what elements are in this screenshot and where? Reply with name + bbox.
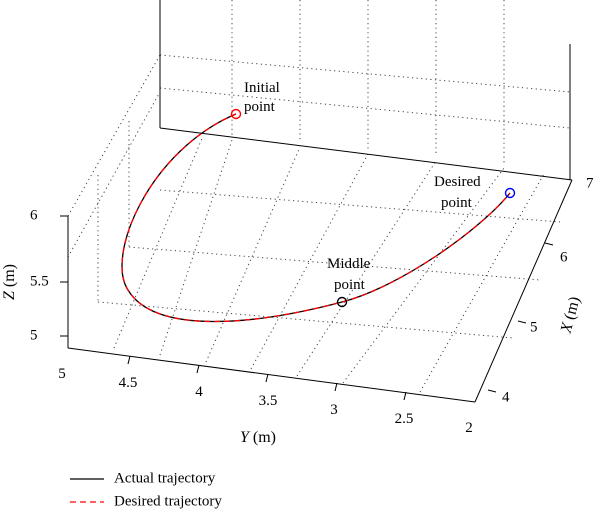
back-floor-edge [159,127,573,181]
initial-point-marker [230,108,242,120]
svg-text:Desired: Desired [434,174,481,190]
z-tick-labels: 5 5.5 6 [30,207,49,343]
z-tick-label: 5 [30,327,38,343]
initial-point-annotation: Initial point [244,80,280,115]
svg-text:Initial: Initial [244,80,280,96]
svg-text:point: point [334,277,366,293]
grid-floor [97,135,561,393]
legend-label-desired: Desired trajectory [114,493,222,509]
y-tick-label: 2 [465,420,473,436]
grid-left-wall [67,54,161,302]
x-tick-label: 4 [502,389,510,405]
y-tick-labels: 5 4.5 4 3.5 3 2.5 2 [58,366,473,436]
x-tick-label: 7 [586,175,594,191]
y-tick-label: 2.5 [395,411,414,427]
y-axis-title: Y (m) [240,429,276,446]
legend: Actual trajectory Desired trajectory [70,470,222,509]
desired-trajectory-line [121,113,511,323]
actual-trajectory-line [121,113,511,323]
svg-text:point: point [441,195,473,211]
x-tick-label: 5 [530,319,538,335]
x-axis-line [474,179,573,403]
z-tick-label: 5.5 [30,273,49,289]
y-tick-label: 3.5 [259,393,278,409]
y-axis-line [67,347,476,403]
legend-label-actual: Actual trajectory [114,470,216,486]
svg-text:point: point [244,99,276,115]
y-tick-label: 4.5 [119,375,138,391]
svg-text:Middle: Middle [327,256,371,272]
grid-back-wall [159,0,571,163]
y-tick-label: 4 [195,384,203,400]
y-tick-label: 5 [58,366,66,382]
middle-point-annotation: Middle point [327,256,371,293]
desired-point-annotation: Desired point [434,174,481,211]
y-tick-label: 3 [330,402,338,418]
desired-point-marker [504,187,516,199]
x-tick-labels: 4 5 6 7 [502,175,594,405]
middle-point-marker [336,296,348,308]
axis-box [67,0,573,403]
x-tick-label: 6 [560,249,568,265]
z-tick-label: 6 [30,207,38,223]
x-axis-title: X (m) [557,295,583,336]
z-axis-title: Z (m) [1,264,18,300]
tick-marks [60,215,554,401]
